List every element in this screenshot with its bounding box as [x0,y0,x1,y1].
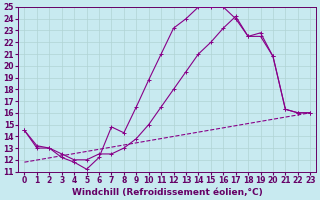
X-axis label: Windchill (Refroidissement éolien,°C): Windchill (Refroidissement éolien,°C) [72,188,263,197]
